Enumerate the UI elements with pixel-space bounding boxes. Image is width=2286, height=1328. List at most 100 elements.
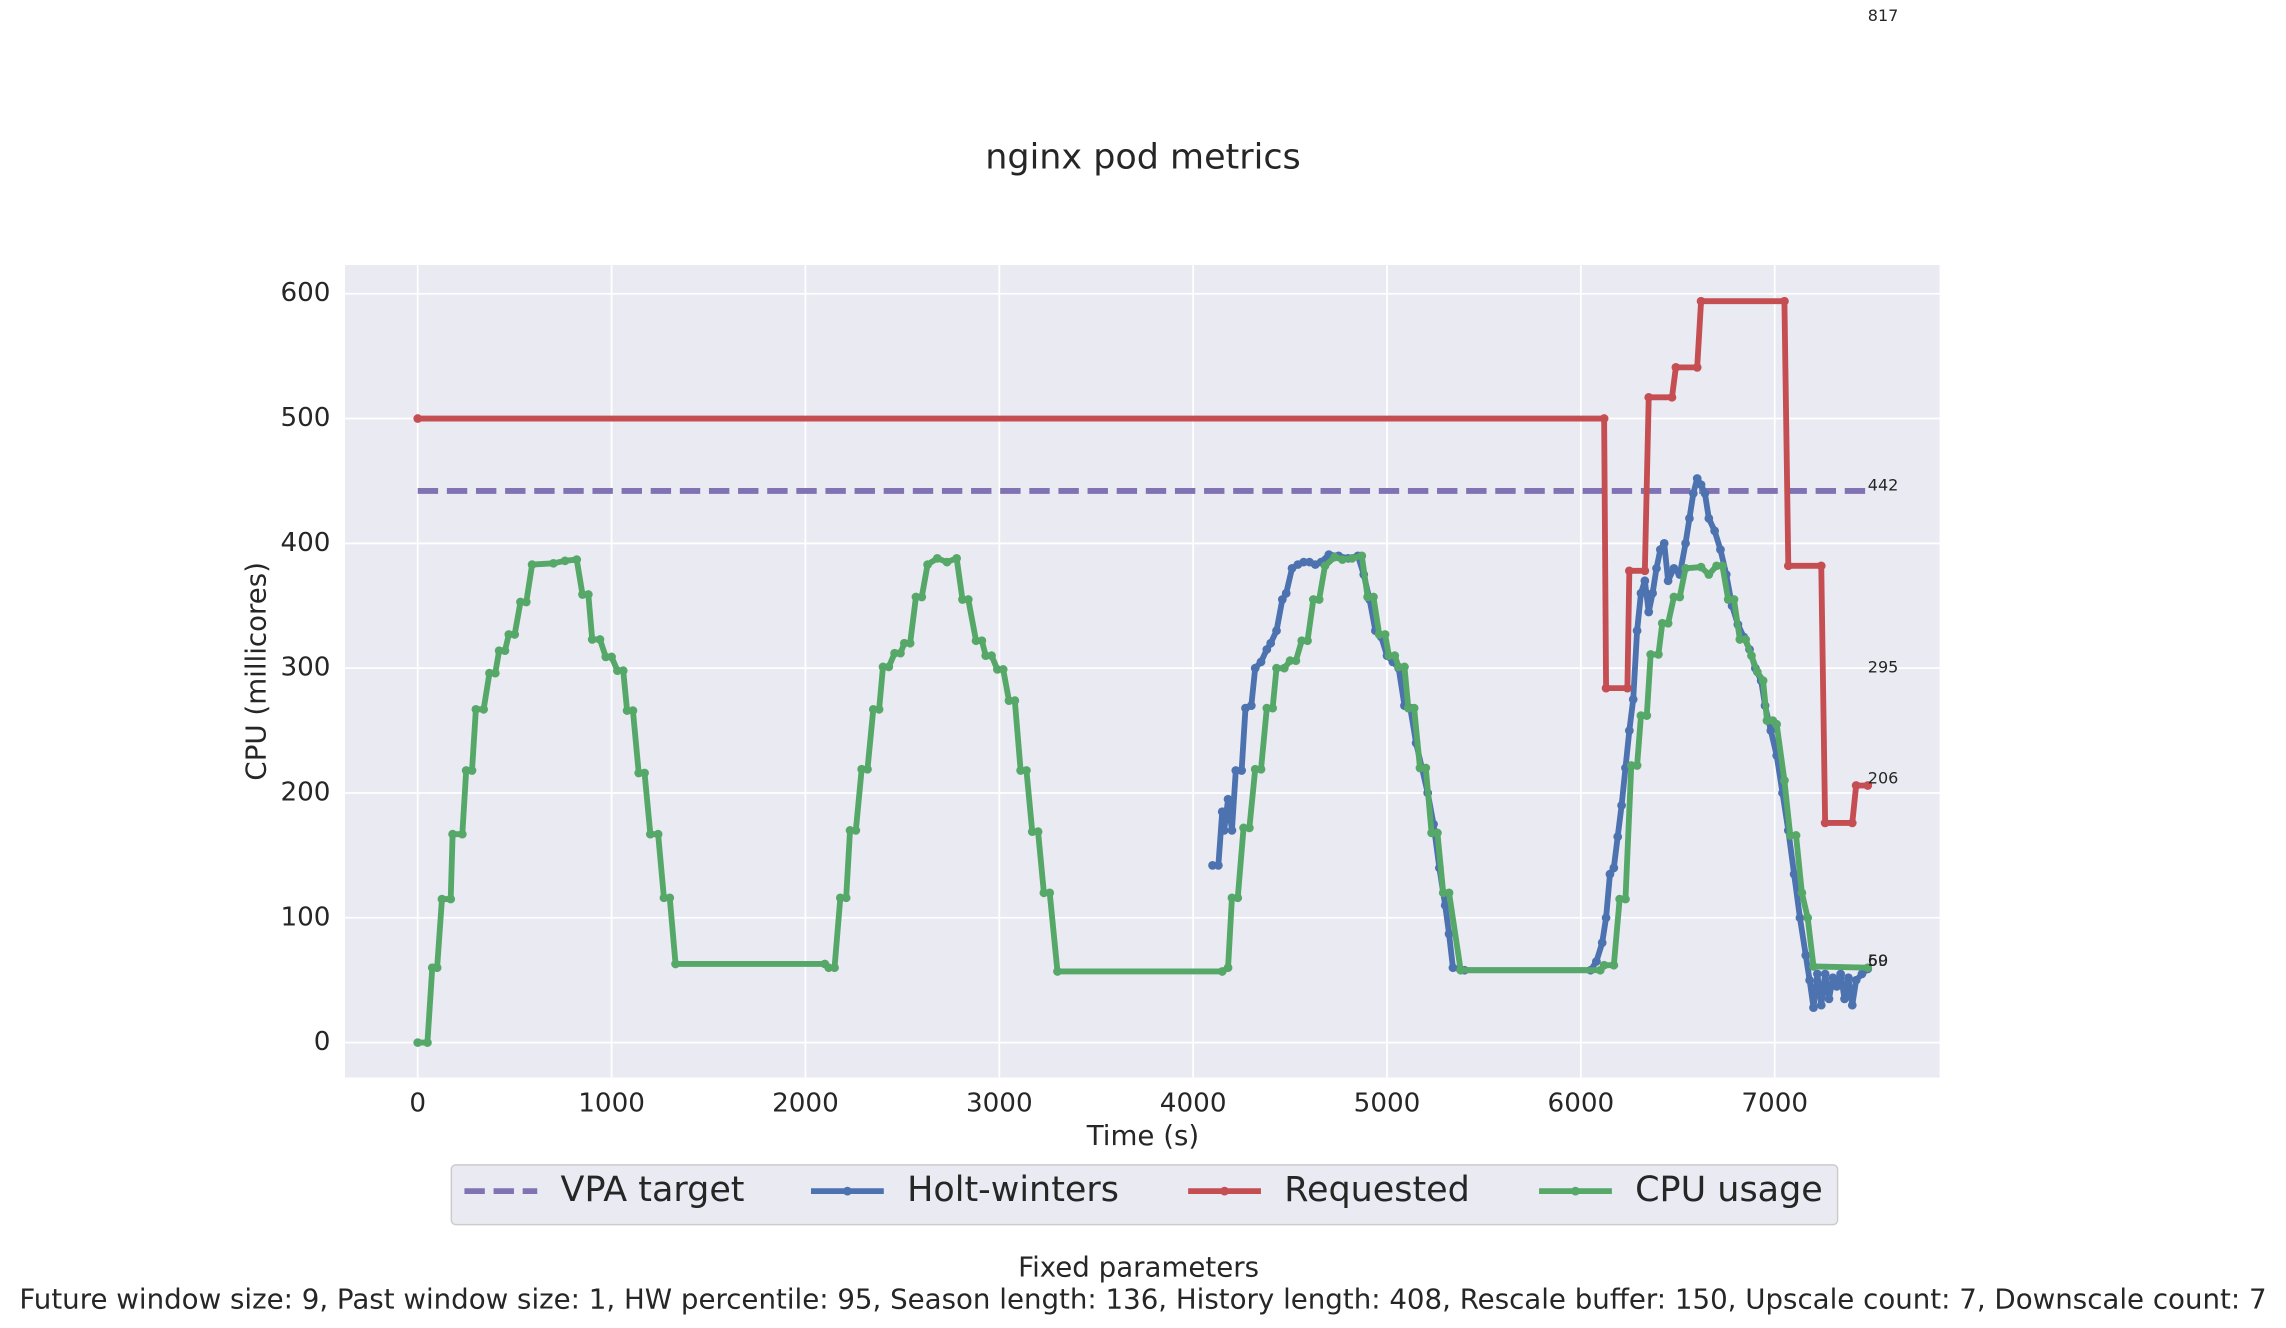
x-tick-label: 5000: [1354, 1088, 1421, 1118]
point: [1314, 595, 1324, 604]
point: [1820, 969, 1830, 979]
point: [1256, 657, 1266, 667]
point: [1797, 888, 1807, 898]
point: [572, 555, 582, 564]
point: [952, 553, 962, 563]
legend-label: Holt-winters: [907, 1170, 1119, 1210]
point: [1213, 860, 1223, 870]
annotation: 206: [1868, 769, 1899, 788]
point: [618, 666, 628, 676]
point: [1617, 801, 1626, 810]
point: [1640, 576, 1650, 586]
point: [1219, 826, 1229, 835]
plot-area: [345, 265, 1940, 1078]
point: [1440, 900, 1450, 910]
point: [1421, 763, 1431, 773]
point: [1609, 960, 1619, 970]
point: [1272, 663, 1281, 673]
x-tick-label: 1000: [578, 1088, 645, 1118]
point: [1599, 960, 1609, 970]
point: [423, 1038, 432, 1047]
point: [1863, 781, 1873, 790]
point: [923, 560, 932, 569]
point: [1851, 975, 1861, 985]
marks: [413, 296, 1873, 1047]
point: [457, 829, 467, 839]
point: [1033, 827, 1043, 837]
point: [1444, 888, 1454, 898]
point: [1816, 561, 1826, 571]
point: [1809, 962, 1818, 971]
annotation: 59: [1868, 951, 1888, 970]
point: [671, 959, 680, 969]
point: [1444, 929, 1454, 939]
point: [851, 826, 861, 835]
annotation: 442: [1868, 475, 1899, 494]
x-tick-label: 2000: [772, 1088, 839, 1118]
point: [1246, 701, 1256, 710]
point: [1601, 683, 1611, 693]
footer-text: Future window size: 9, Past window size:…: [19, 1282, 2266, 1315]
x-tick-label: 6000: [1548, 1088, 1615, 1118]
point: [1847, 1000, 1857, 1010]
point: [1816, 1000, 1826, 1010]
point: [1795, 913, 1805, 923]
point: [1688, 489, 1698, 498]
point: [467, 766, 477, 775]
point: [998, 665, 1008, 674]
point: [1347, 553, 1357, 563]
point: [1621, 894, 1630, 904]
legend-items: VPA target Holt-winters Requested CPU usage: [464, 1170, 1823, 1210]
point: [1652, 563, 1661, 573]
legend-label: Requested: [1284, 1170, 1470, 1210]
point: [1663, 618, 1673, 628]
point: [1832, 982, 1842, 991]
x-tick-label: 7000: [1741, 1088, 1808, 1118]
point: [413, 1038, 423, 1047]
point: [1227, 826, 1237, 835]
y-tick-label: 300: [280, 653, 330, 683]
legend-label: VPA target: [561, 1170, 745, 1210]
point: [1628, 694, 1638, 704]
point: [1599, 414, 1609, 423]
point: [1456, 965, 1466, 975]
point: [1685, 514, 1694, 523]
point: [1696, 296, 1706, 306]
point: [1820, 818, 1830, 828]
point: [1809, 1003, 1818, 1013]
point: [583, 590, 593, 599]
legend-marker: [1220, 1186, 1229, 1196]
point: [1623, 683, 1632, 693]
legend-marker: [1571, 1186, 1580, 1196]
point: [1654, 650, 1663, 659]
point: [1780, 776, 1789, 785]
point: [1250, 663, 1260, 673]
point: [1716, 545, 1725, 554]
point: [1766, 726, 1776, 735]
chart-title: nginx pod metrics: [985, 138, 1301, 178]
point: [1237, 766, 1246, 775]
point: [446, 894, 456, 904]
point: [587, 635, 597, 644]
point: [884, 662, 894, 672]
point: [1671, 362, 1681, 372]
point: [1433, 828, 1442, 838]
annotation: 295: [1868, 658, 1899, 677]
point: [1741, 635, 1751, 644]
point: [1791, 831, 1801, 840]
point: [1836, 969, 1846, 979]
point: [1223, 963, 1233, 973]
point: [1789, 869, 1799, 879]
y-axis-label: CPU (millicores): [240, 562, 273, 781]
y-tick-label: 600: [280, 278, 330, 308]
point: [1256, 764, 1266, 774]
point: [1747, 651, 1756, 661]
point: [932, 553, 942, 563]
point: [1659, 538, 1669, 548]
point: [1704, 514, 1714, 523]
point: [977, 636, 987, 646]
point: [1233, 893, 1243, 903]
point: [1718, 561, 1727, 571]
point: [830, 963, 839, 973]
